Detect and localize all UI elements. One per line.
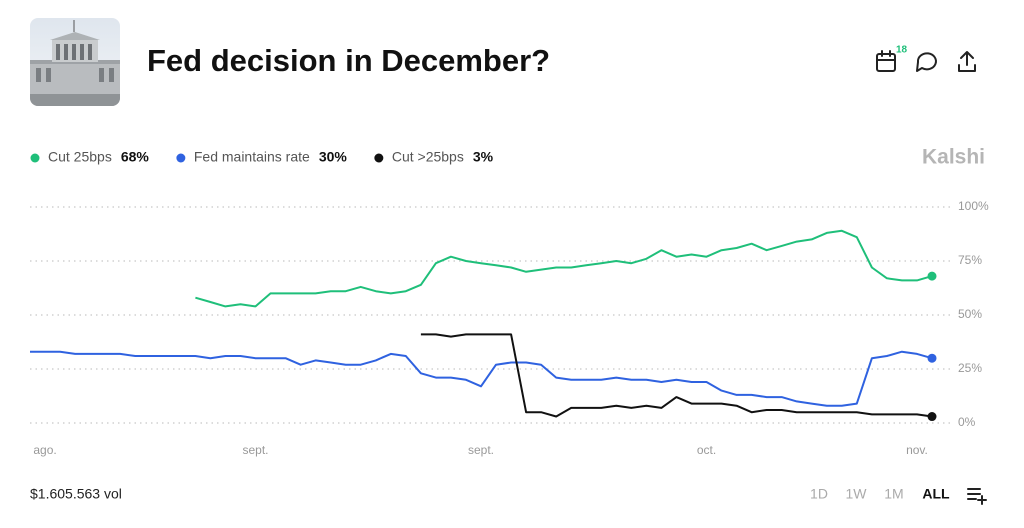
calendar-button[interactable] xyxy=(876,50,896,72)
market-title: Fed decision in December? xyxy=(147,43,550,78)
legend: Cut 25bps 68% Fed maintains rate 30% Cut >25… xyxy=(30,149,494,165)
legend-label: Cut 25bps xyxy=(48,149,112,165)
x-tick-label: oct. xyxy=(697,443,716,457)
range-button[interactable]: ALL xyxy=(922,486,950,502)
legend-dot xyxy=(374,153,384,163)
series-line xyxy=(420,333,933,418)
x-tick-label: sept. xyxy=(242,443,268,457)
y-tick-label: 25% xyxy=(958,361,982,375)
series-end-dot xyxy=(927,271,937,281)
range-button[interactable]: 1M xyxy=(884,486,903,502)
market-thumbnail xyxy=(30,18,120,106)
plot-area: 0% 25% 50% 75% 100% ago. sept. sept. oct. nov. xyxy=(30,199,989,457)
series-line xyxy=(195,229,933,308)
calendar-badge: 18 xyxy=(896,45,908,56)
legend-value: 3% xyxy=(473,149,494,165)
range-selector: 1D 1W 1M ALL xyxy=(810,486,950,502)
x-tick-label: ago. xyxy=(33,443,56,457)
series-end-dot xyxy=(927,412,937,422)
y-tick-label: 100% xyxy=(958,199,989,213)
legend-dot xyxy=(30,153,40,163)
legend-label: Cut >25bps xyxy=(392,149,464,165)
legend-label: Fed maintains rate xyxy=(194,149,310,165)
x-tick-label: sept. xyxy=(468,443,494,457)
brand-logo: Kalshi xyxy=(922,146,985,169)
y-tick-label: 75% xyxy=(958,253,982,267)
share-button[interactable] xyxy=(958,51,976,72)
x-tick-label: nov. xyxy=(906,443,928,457)
y-tick-label: 50% xyxy=(958,307,982,321)
series-line xyxy=(30,350,933,407)
series-end-dot xyxy=(927,353,937,363)
legend-value: 68% xyxy=(121,149,150,165)
legend-dot xyxy=(176,153,186,163)
range-button[interactable]: 1W xyxy=(846,486,868,502)
volume: $1.605.563 vol xyxy=(30,486,122,502)
y-tick-label: 0% xyxy=(958,415,976,429)
legend-value: 30% xyxy=(319,149,348,165)
comment-button[interactable] xyxy=(916,52,937,72)
chart-settings-button[interactable] xyxy=(967,488,987,505)
range-button[interactable]: 1D xyxy=(810,486,828,502)
